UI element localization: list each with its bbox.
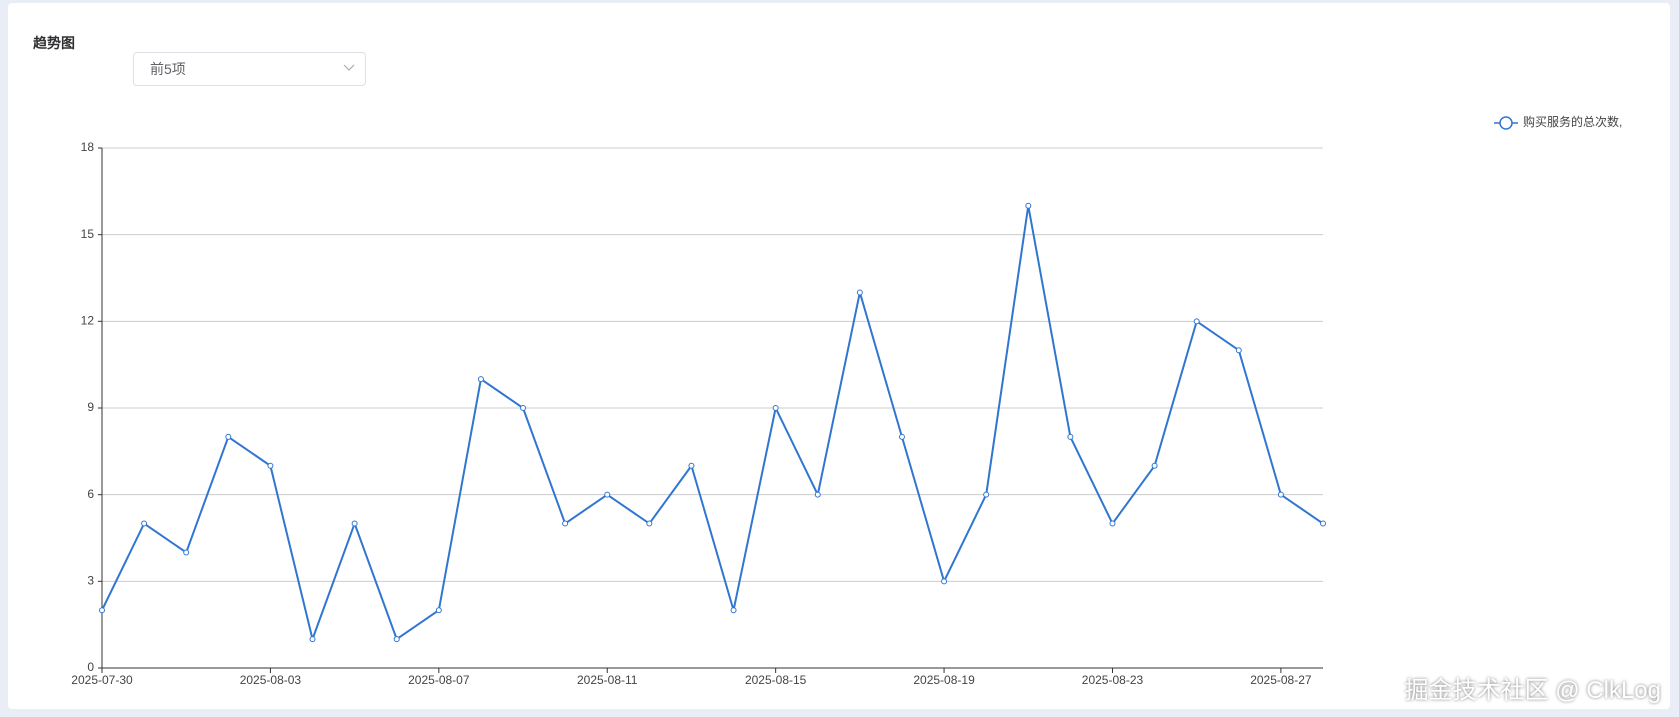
point — [225, 433, 232, 440]
panel-title: 趋势图 — [33, 35, 75, 51]
point — [898, 433, 905, 440]
y-tick-label: 3 — [87, 574, 94, 588]
point — [99, 607, 105, 614]
point — [309, 636, 316, 643]
legend-label: 购买服务的总次数, — [1523, 114, 1622, 129]
point — [730, 607, 737, 614]
point — [351, 520, 358, 527]
point — [1277, 491, 1284, 498]
point — [646, 520, 653, 527]
y-tick-label: 9 — [87, 400, 94, 414]
watermark: 掘金技术社区 @ ClkLog — [1404, 677, 1661, 704]
point — [814, 491, 821, 498]
point — [983, 491, 990, 498]
y-tick-label: 0 — [87, 660, 94, 674]
point — [477, 376, 484, 383]
point — [520, 405, 527, 411]
select-value: 前5项 — [150, 61, 186, 77]
y-tick-label: 12 — [81, 314, 95, 328]
x-tick-label: 2025-07-30 — [71, 673, 133, 687]
y-tick-label: 15 — [81, 227, 95, 241]
point — [772, 405, 779, 411]
point — [1193, 318, 1200, 325]
point — [183, 549, 190, 556]
select-arrow — [343, 64, 355, 71]
x-tick-label: 2025-08-27 — [1250, 673, 1312, 687]
point — [1109, 520, 1116, 527]
point — [604, 491, 611, 498]
x-tick-label: 2025-08-11 — [577, 673, 638, 687]
point — [1320, 520, 1326, 527]
y-tick-label: 18 — [81, 140, 95, 154]
x-tick-label: 2025-08-03 — [240, 673, 302, 687]
point — [856, 289, 863, 296]
point — [1235, 347, 1242, 354]
point — [393, 636, 400, 643]
card: 趋势图 前5项 — [8, 3, 1670, 709]
point — [688, 462, 695, 469]
point — [1025, 202, 1032, 209]
y-tick-label: 6 — [87, 487, 94, 501]
point — [1151, 462, 1158, 469]
x-tick-label: 2025-08-23 — [1082, 673, 1144, 687]
point — [141, 520, 148, 527]
point — [435, 607, 442, 614]
legend-marker — [1499, 116, 1513, 130]
point — [941, 578, 948, 585]
x-tick-label: 2025-08-15 — [745, 673, 807, 687]
top-n-select[interactable]: 前5项 — [133, 52, 366, 86]
x-tick-label: 2025-08-07 — [408, 673, 470, 687]
point — [267, 462, 274, 469]
series-line — [101, 205, 1324, 643]
point — [1067, 433, 1074, 440]
point — [562, 520, 569, 527]
x-tick-label: 2025-08-19 — [913, 673, 975, 687]
